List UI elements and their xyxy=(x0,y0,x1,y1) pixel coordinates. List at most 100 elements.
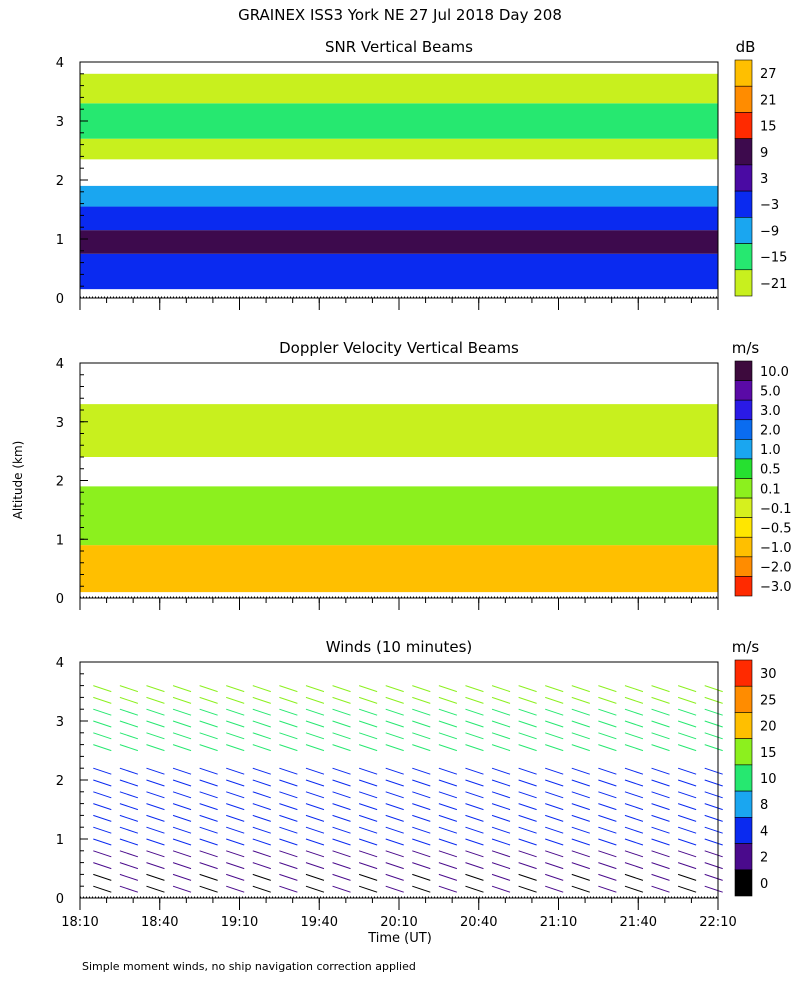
wind-barb xyxy=(252,862,271,870)
wind-barb xyxy=(571,791,590,799)
y-tick-label: 4 xyxy=(56,357,64,372)
wind-barb xyxy=(545,885,564,893)
wind-barb xyxy=(252,791,271,799)
wind-barb xyxy=(226,814,245,822)
wind-barb xyxy=(332,791,351,799)
wind-barb xyxy=(412,803,431,811)
wind-barb xyxy=(385,826,404,834)
wind-barb xyxy=(358,862,378,870)
x-tick-label: 22:10 xyxy=(699,915,736,930)
wind-barb xyxy=(172,885,192,893)
wind-barb xyxy=(571,779,590,787)
wind-barb xyxy=(651,791,670,799)
wind-barb xyxy=(305,826,325,834)
data-layer xyxy=(80,486,718,546)
wind-barb xyxy=(704,708,723,716)
wind-barb xyxy=(199,826,218,834)
wind-barb xyxy=(465,791,484,799)
wind-barb xyxy=(385,873,404,881)
colorbar-swatch xyxy=(734,478,753,499)
wind-barb xyxy=(598,720,617,728)
wind-barb xyxy=(252,873,271,881)
wind-barb xyxy=(598,708,617,716)
wind-barb xyxy=(518,685,537,693)
wind-barb xyxy=(172,744,192,752)
wind-barb xyxy=(598,767,617,775)
colorbar-swatch xyxy=(734,458,753,479)
wind-barb xyxy=(172,850,192,858)
wind-barb xyxy=(651,826,670,834)
wind-barb xyxy=(704,732,723,740)
wind-barb xyxy=(358,720,378,728)
colorbar-label: −3.0 xyxy=(760,580,792,595)
data-layer xyxy=(80,73,718,104)
wind-barb xyxy=(385,720,404,728)
wind-barb xyxy=(624,732,644,740)
data-layer xyxy=(80,103,718,139)
colorbar-label: 2.0 xyxy=(760,424,781,439)
wind-barb xyxy=(199,862,218,870)
wind-barb xyxy=(199,779,218,787)
wind-barb xyxy=(119,696,139,704)
colorbar-swatch xyxy=(734,419,753,440)
wind-barb xyxy=(704,779,723,787)
wind-barb xyxy=(624,862,644,870)
wind-barb xyxy=(704,744,723,752)
wind-barb xyxy=(571,720,590,728)
wind-barb xyxy=(545,767,564,775)
wind-barb xyxy=(465,873,484,881)
wind-barb xyxy=(172,838,192,846)
colorbar-label: 10.0 xyxy=(760,365,789,380)
wind-barb xyxy=(385,803,404,811)
colorbar-label: 27 xyxy=(760,67,777,82)
wind-barb xyxy=(385,732,404,740)
wind-barb xyxy=(226,838,245,846)
wind-barb xyxy=(704,826,723,834)
wind-barb xyxy=(226,732,245,740)
wind-barb xyxy=(93,791,112,799)
wind-barb xyxy=(677,708,697,716)
wind-barb xyxy=(545,814,564,822)
colorbar-label: −3 xyxy=(760,198,779,213)
wind-barb xyxy=(252,767,271,775)
colorbar-label: 2 xyxy=(760,851,768,866)
wind-barb xyxy=(172,779,192,787)
wind-barb xyxy=(677,803,697,811)
wind-barb xyxy=(252,885,271,893)
wind-barb xyxy=(704,862,723,870)
wind-barb xyxy=(465,850,484,858)
wind-barb xyxy=(332,826,351,834)
wind-barb xyxy=(172,720,192,728)
wind-barb xyxy=(279,850,298,858)
colorbar-label: 15 xyxy=(760,120,777,135)
wind-barb xyxy=(598,779,617,787)
colorbar-label: 10 xyxy=(760,772,777,787)
wind-barb xyxy=(465,862,484,870)
wind-barb xyxy=(146,803,165,811)
data-layer xyxy=(80,545,718,593)
wind-barb xyxy=(438,850,458,858)
wind-barb xyxy=(332,803,351,811)
wind-barb xyxy=(358,791,378,799)
wind-barb xyxy=(332,850,351,858)
wind-barb xyxy=(438,708,458,716)
y-axis-label: Altitude (km) xyxy=(11,441,25,520)
colorbar-label: −15 xyxy=(760,251,787,266)
panel-title: Doppler Velocity Vertical Beams xyxy=(279,339,519,357)
data-layer xyxy=(80,404,718,457)
colorbar-swatch xyxy=(734,112,753,139)
wind-barb xyxy=(146,732,165,740)
wind-barb xyxy=(704,720,723,728)
wind-barb xyxy=(624,838,644,846)
wind-barb xyxy=(358,873,378,881)
wind-barb xyxy=(226,803,245,811)
wind-barb xyxy=(651,732,670,740)
wind-barb xyxy=(651,873,670,881)
wind-barb xyxy=(465,720,484,728)
wind-barb xyxy=(146,873,165,881)
wind-barb xyxy=(305,744,325,752)
wind-barb xyxy=(598,814,617,822)
wind-barb xyxy=(385,862,404,870)
wind-barb xyxy=(119,744,139,752)
colorbar-label: −2.0 xyxy=(760,561,792,576)
